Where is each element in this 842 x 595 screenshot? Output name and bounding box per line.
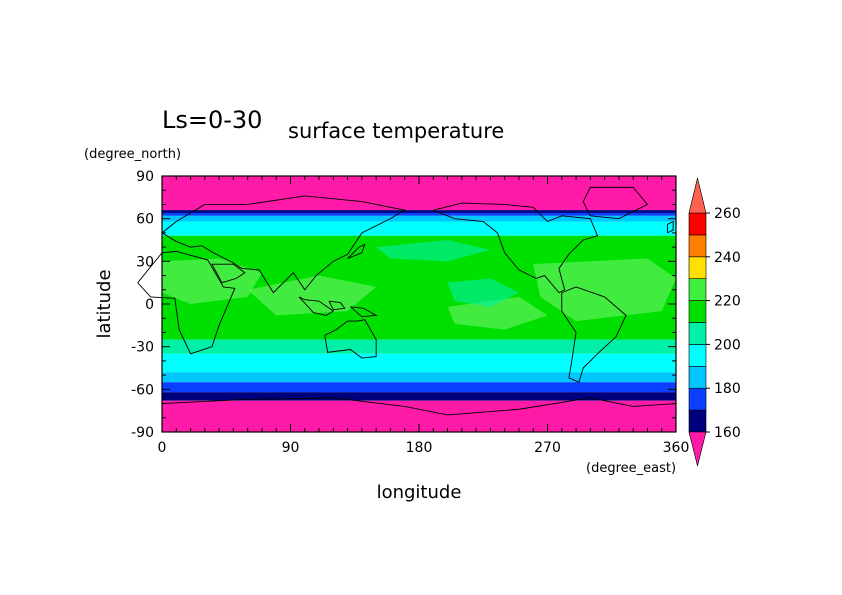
- colorbar-over-arrow: [688, 177, 707, 214]
- y-tick-label: -90: [131, 425, 154, 441]
- coastline: [328, 300, 346, 311]
- temperature-band: [162, 372, 676, 383]
- colorbar-under-arrow: [688, 431, 707, 467]
- plot-area: [162, 176, 676, 432]
- colorbar: 160 180 200 220 240 260: [688, 177, 741, 467]
- colorbar-segment: [688, 300, 707, 323]
- colorbar-label: 240: [714, 250, 741, 266]
- temperature-patch: [162, 258, 262, 304]
- x-tick-label: 270: [534, 440, 561, 456]
- coastlines: [137, 186, 677, 416]
- temperature-band: [162, 221, 676, 236]
- colorbar-segment: [688, 344, 707, 367]
- temperature-band: [162, 215, 676, 222]
- y-tick-label: 30: [136, 254, 154, 270]
- colorbar-segment: [688, 387, 707, 411]
- coastline: [161, 397, 677, 416]
- temperature-band: [162, 353, 676, 373]
- coastline: [433, 202, 599, 294]
- coastline: [161, 195, 406, 294]
- colorbar-label: 180: [714, 381, 741, 397]
- coastline: [324, 319, 377, 359]
- temperature-patch: [376, 240, 491, 262]
- coastline: [582, 186, 649, 220]
- colorbar-label: 160: [714, 425, 741, 441]
- temperature-patch: [447, 278, 519, 307]
- y-tick-label: 90: [136, 169, 154, 185]
- temperature-band: [162, 210, 676, 213]
- chart-subtitle: Ls=0-30: [162, 106, 262, 134]
- x-tick-label: 180: [406, 440, 433, 456]
- x-tick-label: 0: [158, 440, 167, 456]
- temperature-patch: [447, 296, 548, 330]
- y-tick-label: -30: [131, 340, 154, 356]
- coastline: [561, 286, 627, 383]
- colorbar-label: 200: [714, 337, 741, 353]
- y-axis-title: latitude: [94, 269, 115, 338]
- colorbar-segment: [688, 234, 707, 258]
- colorbar-segment: [688, 256, 707, 279]
- x-units-label: (degree_east): [586, 461, 676, 476]
- coastline: [666, 220, 674, 234]
- temperature-band: [162, 392, 676, 401]
- x-tick-label: 360: [663, 440, 690, 456]
- axes: 0 90 180 270 360 90 60 30 0 -30 -60 -90: [131, 169, 689, 456]
- y-tick-label: 60: [136, 212, 154, 228]
- colorbar-segment: [688, 212, 707, 236]
- temperature-band: [162, 212, 676, 216]
- y-tick-label: 0: [145, 297, 154, 313]
- colorbar-segment: [688, 365, 707, 389]
- colorbar-label: 260: [714, 206, 741, 222]
- y-tick-label: -60: [131, 382, 154, 398]
- temperature-band: [162, 382, 676, 393]
- colorbar-segment: [688, 322, 707, 345]
- chart-title: surface temperature: [288, 119, 504, 143]
- x-axis-title: longitude: [377, 482, 462, 503]
- coastline: [211, 263, 246, 284]
- colorbar-segment: [688, 409, 707, 433]
- temperature-band: [162, 339, 676, 354]
- coastline: [137, 250, 236, 355]
- colorbar-label: 220: [714, 294, 741, 310]
- temperature-patch: [247, 275, 377, 316]
- coastline: [350, 306, 378, 318]
- y-units-label: (degree_north): [84, 147, 181, 162]
- coastline: [298, 296, 335, 316]
- temperature-patch: [533, 258, 676, 322]
- colorbar-segment: [688, 278, 707, 301]
- coastline: [347, 243, 366, 259]
- x-tick-label: 90: [282, 440, 300, 456]
